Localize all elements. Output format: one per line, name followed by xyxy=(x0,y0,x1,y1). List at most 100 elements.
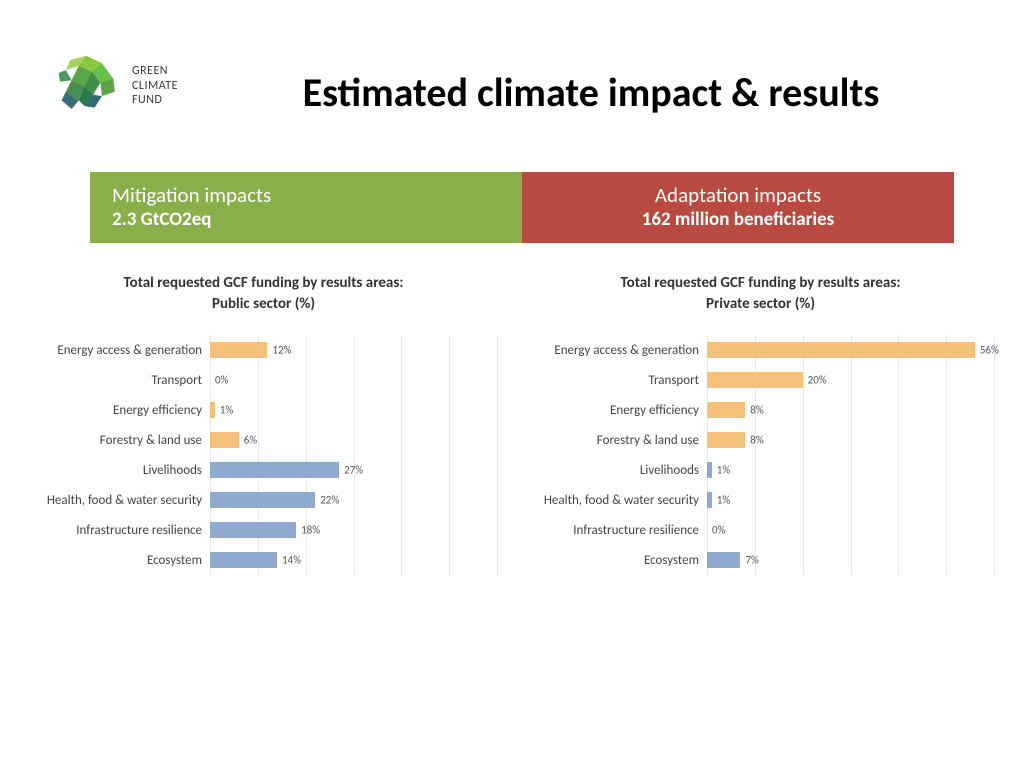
bar-value: 6% xyxy=(244,434,257,447)
bar-label: Transport xyxy=(30,373,210,388)
logo-line2: CLIMATE xyxy=(132,79,178,93)
bar-area: 22% xyxy=(210,485,497,515)
mitigation-banner: Mitigation impacts 2.3 GtCO2eq xyxy=(90,172,522,243)
bar-row: Energy efficiency 8% xyxy=(527,395,994,425)
bar-area: 56% xyxy=(707,335,994,365)
gcf-globe-icon xyxy=(50,50,122,122)
bar-label: Transport xyxy=(527,373,707,388)
bar-label: Energy efficiency xyxy=(30,403,210,418)
bar-area: 0% xyxy=(707,515,994,545)
bar-value: 1% xyxy=(717,494,730,507)
bar-row: Energy access & generation 12% xyxy=(30,335,497,365)
bar-area: 14% xyxy=(210,545,497,575)
bar-row: Infrastructure resilience 18% xyxy=(30,515,497,545)
bar-value: 12% xyxy=(272,344,291,357)
logo-line3: FUND xyxy=(132,93,178,107)
bar-area: 20% xyxy=(707,365,994,395)
chart-public: Total requested GCF funding by results a… xyxy=(30,273,497,575)
bar-row: Transport 20% xyxy=(527,365,994,395)
bar-value: 14% xyxy=(282,554,301,567)
bar-row: Ecosystem 7% xyxy=(527,545,994,575)
bar-area: 1% xyxy=(210,395,497,425)
impact-banners: Mitigation impacts 2.3 GtCO2eq Adaptatio… xyxy=(90,172,954,243)
chart-private-body: Energy access & generation 56% Transport… xyxy=(527,335,994,575)
bar: 20% xyxy=(707,372,803,388)
bar-label: Livelihoods xyxy=(527,463,707,478)
bar-value: 8% xyxy=(750,404,763,417)
chart-public-body: Energy access & generation 12% Transport… xyxy=(30,335,497,575)
mitigation-value: 2.3 GtCO2eq xyxy=(112,208,500,231)
bar: 56% xyxy=(707,342,975,358)
bar-row: Health, food & water security 22% xyxy=(30,485,497,515)
bar-value: 8% xyxy=(750,434,763,447)
bar-row: Energy access & generation 56% xyxy=(527,335,994,365)
bar-label: Forestry & land use xyxy=(527,433,707,448)
bar-value: 20% xyxy=(808,374,827,387)
bar-label: Energy efficiency xyxy=(527,403,707,418)
bar: 22% xyxy=(210,492,315,508)
bar-area: 8% xyxy=(707,425,994,455)
bar-label: Forestry & land use xyxy=(30,433,210,448)
bar-area: 18% xyxy=(210,515,497,545)
bar: 12% xyxy=(210,342,267,358)
bar: 8% xyxy=(707,432,745,448)
adaptation-banner: Adaptation impacts 162 million beneficia… xyxy=(522,172,954,243)
bar-area: 7% xyxy=(707,545,994,575)
charts-row: Total requested GCF funding by results a… xyxy=(0,243,1024,575)
bar-label: Ecosystem xyxy=(527,553,707,568)
bar-label: Ecosystem xyxy=(30,553,210,568)
bar-area: 1% xyxy=(707,485,994,515)
mitigation-label: Mitigation impacts xyxy=(112,182,500,208)
bar-row: Health, food & water security 1% xyxy=(527,485,994,515)
bar: 27% xyxy=(210,462,339,478)
chart-private-title: Total requested GCF funding by results a… xyxy=(527,273,994,315)
bar: 8% xyxy=(707,402,745,418)
chart-public-title: Total requested GCF funding by results a… xyxy=(30,273,497,315)
bar-area: 1% xyxy=(707,455,994,485)
logo-line1: GREEN xyxy=(132,64,178,78)
bar: 7% xyxy=(707,552,740,568)
adaptation-value: 162 million beneficiaries xyxy=(544,208,932,231)
bar-value: 1% xyxy=(717,464,730,477)
bar-value: 18% xyxy=(301,524,320,537)
bar-row: Livelihoods 1% xyxy=(527,455,994,485)
bar-value: 1% xyxy=(220,404,233,417)
bar-label: Health, food & water security xyxy=(30,493,210,508)
bar-area: 8% xyxy=(707,395,994,425)
logo-text: GREEN CLIMATE FUND xyxy=(132,64,178,107)
bar: 1% xyxy=(707,492,712,508)
chart-private: Total requested GCF funding by results a… xyxy=(527,273,994,575)
bar-area: 0% xyxy=(210,365,497,395)
bar-row: Ecosystem 14% xyxy=(30,545,497,575)
bar-value: 0% xyxy=(712,524,725,537)
logo: GREEN CLIMATE FUND xyxy=(50,50,178,122)
bar-row: Transport 0% xyxy=(30,365,497,395)
bar-row: Forestry & land use 6% xyxy=(30,425,497,455)
bar: 6% xyxy=(210,432,239,448)
page-title: Estimated climate impact & results xyxy=(178,50,984,117)
bar-value: 22% xyxy=(320,494,339,507)
adaptation-label: Adaptation impacts xyxy=(544,182,932,208)
bar-value: 27% xyxy=(344,464,363,477)
bar-row: Forestry & land use 8% xyxy=(527,425,994,455)
bar-row: Livelihoods 27% xyxy=(30,455,497,485)
bar-label: Livelihoods xyxy=(30,463,210,478)
bar: 18% xyxy=(210,522,296,538)
bar: 14% xyxy=(210,552,277,568)
bar-label: Infrastructure resilience xyxy=(30,523,210,538)
bar-value: 0% xyxy=(215,374,228,387)
bar-label: Health, food & water security xyxy=(527,493,707,508)
bar-area: 27% xyxy=(210,455,497,485)
bar-value: 7% xyxy=(745,554,758,567)
bar-label: Infrastructure resilience xyxy=(527,523,707,538)
bar-area: 12% xyxy=(210,335,497,365)
bar-label: Energy access & generation xyxy=(527,343,707,358)
bar: 1% xyxy=(210,402,215,418)
bar-area: 6% xyxy=(210,425,497,455)
header: GREEN CLIMATE FUND Estimated climate imp… xyxy=(0,0,1024,142)
bar-value: 56% xyxy=(980,344,999,357)
bar: 1% xyxy=(707,462,712,478)
bar-row: Energy efficiency 1% xyxy=(30,395,497,425)
bar-row: Infrastructure resilience 0% xyxy=(527,515,994,545)
bar-label: Energy access & generation xyxy=(30,343,210,358)
